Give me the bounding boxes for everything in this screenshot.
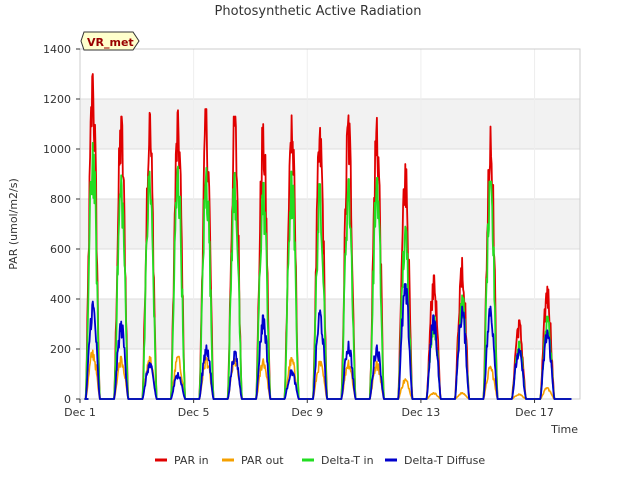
y-tick-label: 600: [50, 243, 71, 256]
y-tick-label: 800: [50, 193, 71, 206]
x-tick-label: Dec 5: [178, 406, 210, 419]
series-line-par-out: [84, 349, 572, 400]
legend-label: Delta-T in: [321, 454, 374, 467]
x-tick-label: Dec 17: [515, 406, 554, 419]
series-line-delta-t-diffuse: [84, 283, 572, 400]
y-tick-label: 400: [50, 293, 71, 306]
legend-label: PAR in: [174, 454, 209, 467]
x-tick-label: Dec 9: [291, 406, 323, 419]
y-tick-label: 0: [64, 393, 71, 406]
series-layer: [84, 73, 572, 400]
site-badge-label: VR_met: [87, 36, 134, 49]
x-tick-label: Dec 1: [64, 406, 96, 419]
x-axis-label: Time: [550, 423, 578, 436]
y-tick-label: 200: [50, 343, 71, 356]
series-line-delta-t-in: [84, 141, 572, 400]
y-axis-ticks: 0 200 400 600 800 1000 1200 1400: [43, 43, 80, 406]
background-bands: [80, 99, 580, 349]
y-tick-label: 1400: [43, 43, 71, 56]
legend-label: PAR out: [241, 454, 284, 467]
legend: PAR in PAR out Delta-T in Delta-T Diffuse: [155, 454, 485, 467]
chart-title: Photosynthetic Active Radiation: [215, 4, 422, 19]
legend-label: Delta-T Diffuse: [404, 454, 485, 467]
background-band: [80, 199, 580, 249]
y-tick-label: 1000: [43, 143, 71, 156]
site-badge: VR_met: [80, 31, 140, 51]
y-tick-label: 1200: [43, 93, 71, 106]
x-axis-ticks: Dec 1 Dec 5 Dec 9 Dec 13 Dec 17: [64, 399, 554, 419]
x-tick-label: Dec 13: [402, 406, 441, 419]
background-band: [80, 99, 580, 149]
site-badge-box: [80, 31, 140, 51]
y-axis-label: PAR (umol/m2/s): [7, 178, 20, 270]
